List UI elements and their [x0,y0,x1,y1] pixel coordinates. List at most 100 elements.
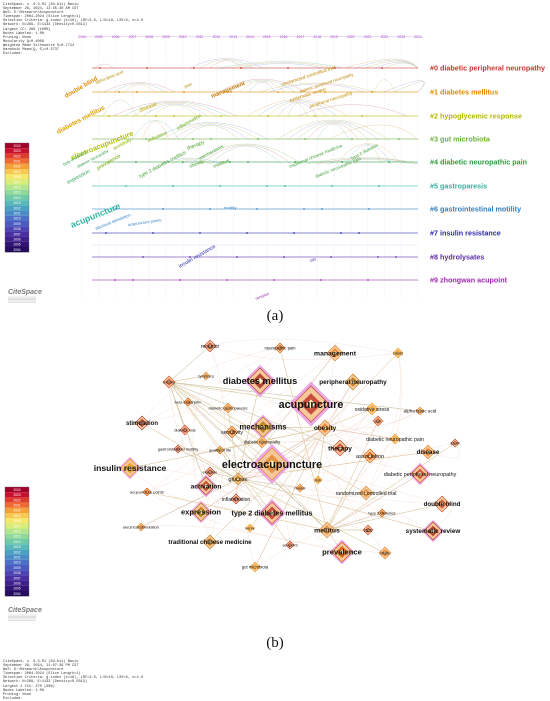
cocitation-arcs [92,58,425,246]
cooccurrence-curve [427,442,460,459]
legend-swatch [5,565,29,571]
metadata-line: Modularity Q=0.4009 [3,39,44,44]
cocitation-arc [123,84,156,93]
legend-swatch [5,179,29,185]
timeline-node [179,279,181,281]
node-label: acupoint [282,542,298,547]
cocitation-arc [112,100,238,117]
legend-year: 2018 [13,519,20,523]
keyword-node [250,414,276,440]
node-center [208,344,212,348]
keyword-node [183,397,193,407]
timeline-node [105,232,107,234]
metadata-line: Weighted Mean Silhouette S=0.7714 [3,43,75,48]
keyword-node [344,373,362,391]
metadata-line: Harmonic Mean(Q, S)=0.5737 [3,48,60,53]
node-center [325,528,329,532]
keyword-node [450,438,460,448]
timeline-node [210,138,212,140]
node-center [236,477,240,481]
node-center [440,502,444,506]
timeline-node [230,91,232,93]
timeline-node [378,185,380,187]
node-center [268,460,276,468]
cooccurrence-curve [365,352,402,494]
legend-swatch [5,502,29,508]
legend-year: 2023 [13,493,20,497]
cooccurrence-curve [141,347,281,424]
timeline-node [257,138,259,140]
timeline-view: 2004 2005 2006 2007 2008 2009 2010 2011 2012 2013… [4,35,545,303]
keyword-node [415,406,425,416]
keyword-node [372,415,384,427]
cooccurrence-curve [141,347,281,424]
timeline-node [330,256,332,258]
cluster-label: #1 diabetes mellitus [430,88,498,97]
timeline-node [277,91,279,93]
legend-year: 2010 [13,561,20,565]
keyword-node [421,519,445,543]
metadata-line: Nodes Labeled: 1.0% [3,31,44,36]
node-center [419,410,421,412]
cooccurrence-curve [330,381,354,449]
timeline-node [371,91,373,93]
keyword-node [420,444,436,460]
timeline-node [266,185,268,187]
keyword-node [316,419,334,437]
cooccurrence-curve [237,410,421,480]
legend-year: 2009 [13,222,20,226]
metadata-line: Excluded: [3,52,23,57]
node-label: mechanisms [239,423,287,432]
node-center [393,437,397,441]
legend-swatch [5,236,29,242]
node-label: sensitivity [221,430,243,436]
legend-year: 2022 [13,498,20,502]
timeline-node [193,67,195,69]
timeline-node [314,115,316,117]
cooccurrence-edge [168,381,273,465]
legend-year: 2007 [13,232,20,236]
node-label: electroacupuncture [222,459,322,471]
legend-swatch [5,169,29,175]
node-center [278,346,282,350]
legend-swatch [5,205,29,211]
keyword-label: therapy [187,139,206,151]
legend-swatch [5,200,29,206]
legend-year: 2004 [13,592,20,596]
year-tick-label: 2015 [263,35,271,39]
node-label: traditional chinese medicine [168,539,252,546]
year-tick-label: 2011 [196,35,203,39]
keyword-label: motility [224,205,236,210]
timeline-node [155,115,157,117]
keyword-node [255,435,269,449]
legend-year: 2013 [13,201,20,205]
node-center [317,479,319,481]
cooccurrence-edge [227,407,239,480]
cooccurrence-edge [168,381,341,449]
panel-a-caption: (a) [266,308,284,324]
node-center [381,512,383,514]
legend-year: 2017 [13,180,20,184]
legend-swatch [5,148,29,154]
cluster-label: #5 gastroparesis [430,182,487,191]
node-center [426,450,430,454]
cocitation-arc [354,59,419,69]
timeline-node [368,208,370,210]
legend-swatch [5,143,29,149]
cooccurrence-curve [186,401,229,416]
cocitation-arc [326,124,419,141]
keyword-node [243,364,277,398]
legend-swatch [5,533,29,539]
legend-swatch [5,195,29,201]
keyword-label: pain [184,81,194,89]
cooccurrence-curve [209,339,399,354]
legend-swatch [5,231,29,237]
legend-year: 2012 [13,550,20,554]
keyword-node [258,499,286,527]
legend-swatch [5,497,29,503]
node-center [383,551,387,555]
node-label: receptor [201,344,220,350]
cocitation-arc [190,143,302,165]
legend-swatch [5,528,29,534]
node-label: double blind [424,501,461,508]
